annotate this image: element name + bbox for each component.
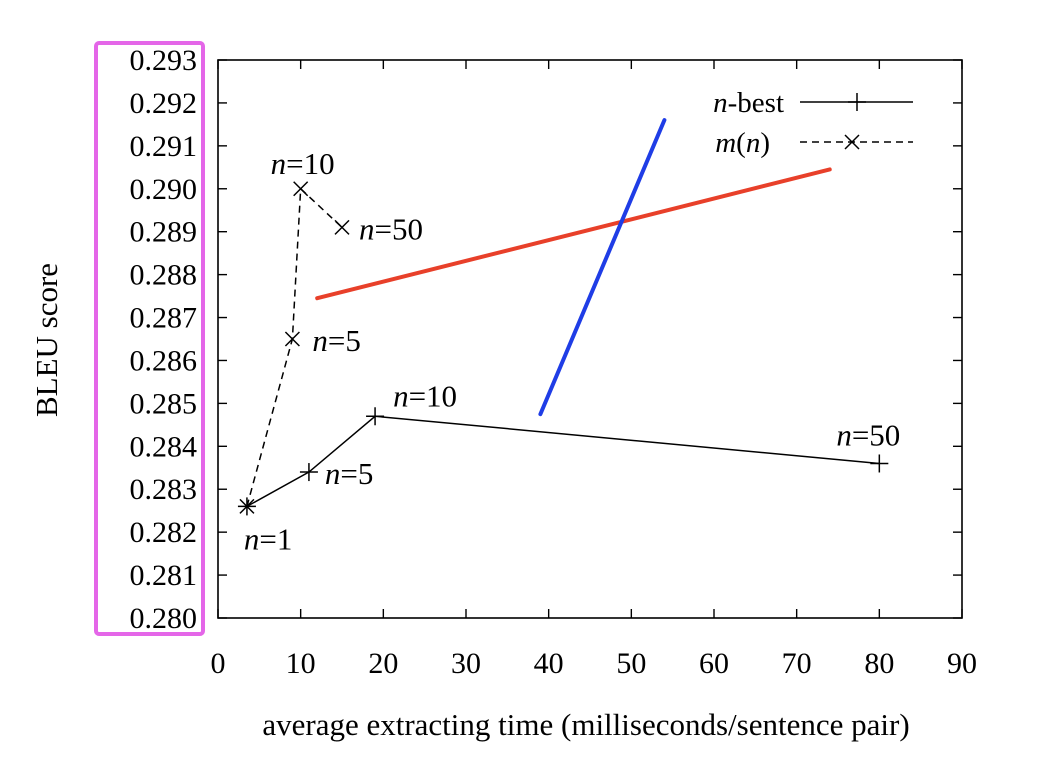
y-tick-label: 0.287 [130, 302, 198, 335]
y-axis-highlight-box [94, 41, 205, 636]
x-tick-label: 20 [368, 647, 398, 680]
x-tick-label: 30 [451, 647, 481, 680]
x-tick-label: 50 [616, 647, 646, 680]
marker-d2 [284, 331, 300, 347]
x-tick-label: 90 [947, 647, 977, 680]
plot-border [217, 59, 963, 619]
blue-overlay-line [538, 118, 667, 417]
marker-d2 [334, 219, 350, 235]
x-tick-label: 60 [699, 647, 729, 680]
legend: n-best m(n) [713, 87, 913, 159]
series-lines [237, 181, 889, 516]
point-annotations: n=1 n=5 n=10 n=50 n=5 n=10 n=50 [244, 146, 900, 557]
data-point-plus [299, 463, 318, 482]
x-tick-label: 80 [864, 647, 894, 680]
y-tick-label: 0.293 [130, 44, 198, 77]
x-tick-label: 70 [782, 647, 812, 680]
data-point-plus [366, 407, 385, 426]
y-tick-label: 0.286 [130, 344, 198, 377]
plot-frame [217, 59, 963, 619]
overlay-lines [315, 118, 832, 417]
y-tick-label: 0.291 [130, 130, 198, 163]
legend-label-n-best: n-best [713, 87, 784, 119]
y-tick-label: 0.288 [130, 259, 198, 292]
highlight-box-rect [94, 41, 205, 636]
data-point-cross [293, 181, 309, 197]
x-tick-label: 0 [211, 647, 226, 680]
marker-d2 [239, 498, 255, 514]
y-tick-label: 0.280 [130, 602, 198, 635]
data-point-cross [239, 498, 255, 514]
y-axis-label: BLEU score [29, 263, 64, 417]
marker-d2 [293, 181, 309, 197]
y-tick-label: 0.285 [130, 387, 198, 420]
y-tick-label: 0.281 [130, 559, 198, 592]
marker-d2 [844, 134, 860, 150]
y-tick-label: 0.292 [130, 87, 198, 120]
x-axis-ticks: 0 10 20 30 40 50 60 70 80 90 [211, 60, 977, 680]
point-label: n=5 [312, 323, 360, 358]
x-tick-label: 10 [286, 647, 316, 680]
y-tick-label: 0.284 [130, 430, 198, 463]
point-label: n=5 [325, 456, 373, 491]
red-overlay-line [315, 167, 832, 301]
point-label: n=1 [244, 521, 292, 556]
data-point-plus [870, 454, 889, 473]
y-tick-label: 0.282 [130, 516, 198, 549]
y-tick-label: 0.289 [130, 216, 198, 249]
y-tick-label: 0.283 [130, 473, 198, 506]
y-tick-label: 0.290 [130, 173, 198, 206]
legend-marker-plus [848, 93, 866, 111]
series-line-2 [246, 187, 343, 507]
y-axis-ticks: 0.280 0.281 0.282 0.283 0.284 0.285 0.286 0.287… [130, 44, 962, 635]
data-point-cross [334, 219, 350, 235]
point-label: n=10 [271, 146, 335, 181]
series-line-1 [246, 415, 880, 508]
point-label: n=50 [359, 211, 423, 246]
x-tick-label: 40 [534, 647, 564, 680]
legend-label-m-n: m(n) [715, 127, 770, 159]
x-axis-label: average extracting time (milliseconds/se… [262, 707, 909, 742]
point-label: n=50 [836, 417, 900, 452]
point-label: n=10 [393, 378, 457, 413]
legend-marker-cross [844, 134, 860, 150]
data-point-cross [284, 331, 300, 347]
